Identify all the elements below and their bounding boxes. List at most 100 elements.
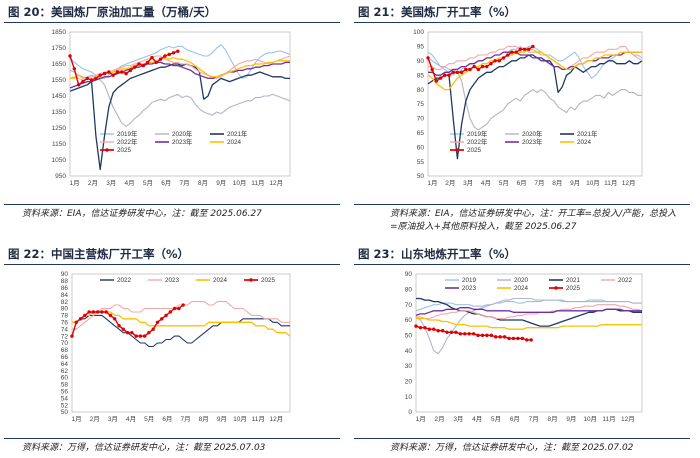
- x-tick-label: 12月: [269, 179, 283, 187]
- y-tick-label: 95: [417, 44, 425, 51]
- line-chart: 950 1050 1150 1250 1350 1450 1550 1650 1750 1850 1…: [52, 29, 291, 187]
- y-tick-label: 80: [61, 306, 69, 313]
- data-point: [125, 330, 130, 335]
- data-point: [434, 79, 439, 83]
- y-tick-label: 30: [405, 363, 413, 370]
- data-point: [459, 70, 464, 75]
- legend-marker: [455, 148, 459, 152]
- legend-label: 2022年: [117, 137, 137, 146]
- legend-label: 2025: [467, 147, 482, 154]
- y-tick-label: 1050: [52, 157, 67, 164]
- x-tick-label: 7月: [180, 415, 190, 423]
- chart-panel-shandong: 图 23：山东地炼开工率（%） 0 10 20 30 40 50 60 70 80 90 1月 2月 3…: [350, 240, 690, 458]
- y-tick-label: 70: [61, 340, 69, 347]
- y-tick-label: 1150: [52, 141, 66, 148]
- data-point: [518, 47, 523, 51]
- data-point: [501, 56, 506, 60]
- y-tick-label: 20: [405, 379, 413, 386]
- y-tick-label: 54: [61, 395, 69, 402]
- y-tick-label: 90: [417, 58, 425, 65]
- legend-marker: [554, 286, 558, 290]
- y-tick-label: 86: [61, 285, 69, 292]
- data-point: [76, 83, 81, 87]
- data-point: [68, 54, 72, 58]
- x-tick-label: 5月: [499, 179, 509, 187]
- data-point: [74, 320, 78, 324]
- data-point: [154, 60, 158, 65]
- source-note: 资料来源：万得，信达证券研发中心，注：截至 2025.07.03: [22, 443, 266, 453]
- legend-label: 2025: [566, 285, 581, 292]
- legend-label: 2024: [577, 139, 592, 146]
- y-tick-label: 80: [405, 287, 413, 294]
- y-tick-label: 82: [61, 299, 69, 306]
- data-point: [115, 70, 120, 74]
- data-point: [531, 44, 535, 49]
- y-tick-label: 0: [408, 409, 412, 416]
- data-point: [447, 73, 451, 77]
- x-tick-label: 3月: [453, 415, 463, 423]
- data-point: [158, 57, 163, 61]
- x-tick-label: 6月: [162, 415, 172, 423]
- figure-number: 图 22: [8, 247, 40, 261]
- title-rule: [4, 22, 340, 23]
- y-tick-label: 60: [61, 375, 69, 382]
- data-point: [83, 313, 87, 318]
- data-point: [520, 336, 525, 341]
- data-point: [525, 338, 529, 342]
- data-point: [463, 332, 467, 336]
- data-point: [147, 330, 151, 335]
- legend-label: 2023年: [522, 137, 542, 146]
- y-tick-label: 90: [61, 271, 69, 278]
- x-tick-label: 4月: [472, 415, 482, 423]
- y-tick-label: 70: [417, 116, 425, 123]
- data-point: [443, 73, 447, 77]
- x-tick-label: 8月: [547, 415, 557, 423]
- x-tick-label: 5月: [143, 179, 153, 187]
- x-tick-label: 3月: [463, 179, 473, 187]
- x-tick-label: 9月: [216, 179, 226, 187]
- x-tick-label: 7月: [534, 179, 544, 187]
- x-tick-label: 11月: [252, 415, 265, 423]
- x-tick-label: 10月: [583, 415, 597, 423]
- data-point: [87, 310, 91, 314]
- series-line: [69, 55, 291, 81]
- y-tick-label: 90: [405, 271, 413, 278]
- y-tick-label: 1350: [52, 109, 67, 116]
- data-point: [85, 76, 89, 81]
- y-tick-label: 56: [61, 389, 69, 396]
- data-point: [468, 67, 472, 72]
- chart-title: 图 21：美国炼厂开工率（%）: [358, 5, 517, 19]
- data-point: [91, 310, 96, 314]
- x-tick-label: 6月: [517, 179, 527, 187]
- x-tick-label: 8月: [198, 179, 208, 187]
- legend-label: 2025: [261, 277, 276, 284]
- legend-marker: [105, 148, 109, 152]
- data-point: [150, 55, 154, 60]
- series-line: [70, 56, 290, 81]
- legend-marker: [249, 278, 253, 282]
- legend-label: 2022: [117, 277, 132, 284]
- data-point: [145, 60, 150, 65]
- data-point: [104, 310, 108, 314]
- data-point: [133, 65, 137, 69]
- x-tick-label: 7月: [180, 179, 190, 187]
- x-tick-label: 11月: [251, 179, 264, 187]
- legend-label: 2023: [462, 285, 477, 292]
- x-tick-label: 2月: [434, 415, 444, 423]
- x-tick-label: 10月: [233, 415, 247, 423]
- data-point: [141, 63, 146, 68]
- data-point: [134, 334, 138, 338]
- plot-area: [427, 31, 643, 177]
- data-point: [130, 330, 134, 335]
- series-line: [416, 317, 642, 330]
- data-point: [155, 320, 160, 324]
- x-tick-label: 9月: [570, 179, 580, 187]
- data-point: [493, 59, 497, 63]
- legend-label: 2025: [117, 147, 132, 154]
- data-point: [529, 338, 533, 342]
- data-point: [489, 333, 494, 338]
- legend-label: 2024: [227, 139, 242, 146]
- title-rule: [4, 264, 340, 265]
- series-line: [415, 297, 642, 355]
- data-point: [111, 73, 115, 77]
